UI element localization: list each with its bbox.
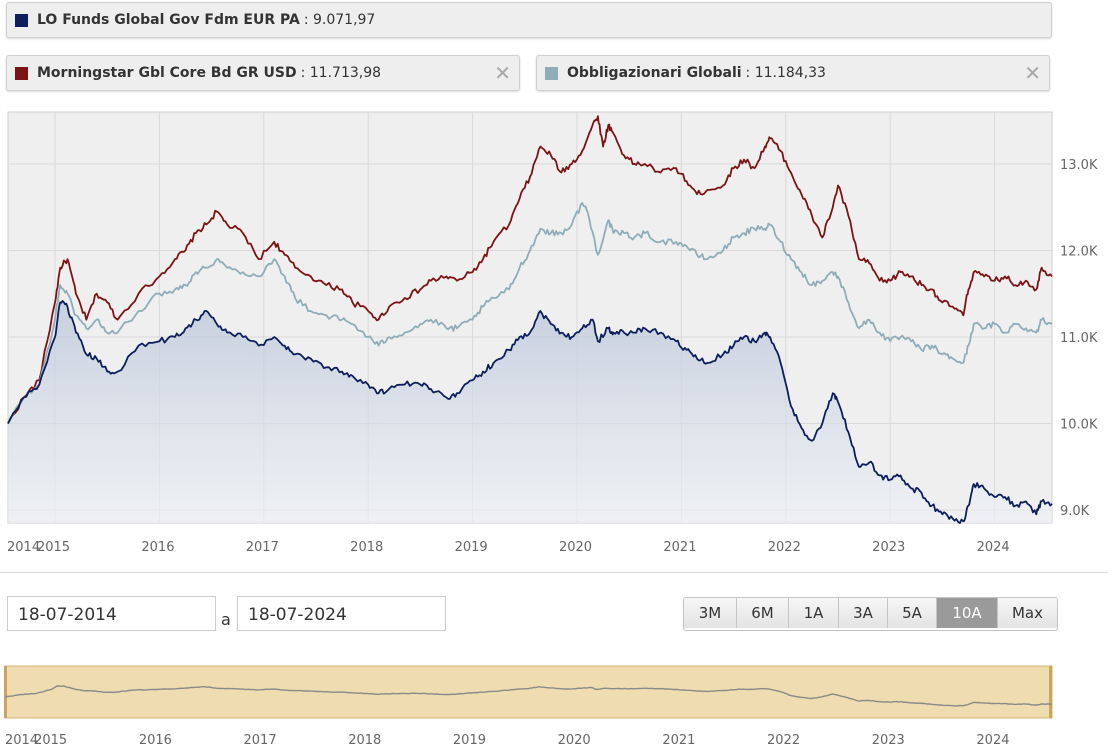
navigator-x-tick-label: 2018 (348, 733, 381, 748)
navigator-x-tick-label: 2024 (976, 733, 1009, 748)
y-tick-label: 11.0K (1060, 331, 1098, 346)
x-tick-label: 2024 (977, 540, 1010, 555)
navigator-x-tick-label: 2015 (34, 733, 67, 748)
y-tick-label: 12.0K (1060, 244, 1098, 259)
series-line-morningstar-gbl-core-bd-gr-usd (7, 115, 1053, 424)
x-tick-label: 2020 (559, 540, 592, 555)
series-line-obbligazionari-globali (7, 202, 1053, 424)
fund-area-fill (8, 301, 1052, 524)
x-tick-label: 2019 (455, 540, 488, 555)
date-separator: a (221, 610, 231, 629)
range-button-3m[interactable]: 3M (684, 598, 736, 628)
end-date-input[interactable]: 18-07-2024 (237, 596, 446, 631)
range-selector: 3M 6M 1A 3A 5A 10A Max (683, 597, 1058, 631)
x-tick-label: 2022 (768, 540, 801, 555)
x-tick-label: 2018 (350, 540, 383, 555)
divider (0, 572, 1108, 573)
navigator-x-tick-label: 2022 (767, 733, 800, 748)
legend-index[interactable]: Morningstar Gbl Core Bd GR USD: 11.713,9… (6, 55, 520, 91)
navigator-x-tick-label: 2017 (244, 733, 277, 748)
range-button-3a[interactable]: 3A (838, 598, 887, 628)
navigator-x-tick-label: 2020 (558, 733, 591, 748)
x-tick-label: 2023 (872, 540, 905, 555)
range-button-max[interactable]: Max (997, 598, 1057, 628)
x-tick-label: 2014 (7, 540, 40, 555)
index-name: Morningstar Gbl Core Bd GR USD (37, 65, 297, 81)
navigator-handle-right[interactable] (1049, 666, 1052, 718)
navigator-line-layer (4, 685, 1053, 707)
plot-background (7, 111, 1053, 524)
x-tick-label: 2015 (37, 540, 70, 555)
y-axis-labels: 9.0K 10.0K 11.0K 12.0K 13.0K (1060, 158, 1098, 519)
x-tick-label: 2021 (663, 540, 696, 555)
navigator-x-tick-label: 2014 (5, 733, 38, 748)
start-date-input[interactable]: 18-07-2014 (7, 596, 216, 631)
close-icon[interactable]: ✕ (494, 61, 511, 85)
range-button-5a[interactable]: 5A (887, 598, 936, 628)
fund-color-swatch (15, 14, 28, 27)
navigator-selection[interactable] (4, 665, 1053, 719)
grid-layer (8, 112, 1052, 523)
fund-name: LO Funds Global Gov Fdm EUR PA (37, 12, 300, 28)
y-tick-label: 13.0K (1060, 158, 1098, 173)
category-color-swatch (545, 67, 558, 80)
range-button-10a[interactable]: 10A (936, 598, 997, 628)
category-name: Obbligazionari Globali (567, 65, 742, 81)
close-icon[interactable]: ✕ (1024, 61, 1041, 85)
line-layer (7, 115, 1053, 525)
fund-value: : 9.071,97 (303, 12, 376, 28)
navigator-x-tick-label: 2016 (139, 733, 172, 748)
y-tick-label: 9.0K (1060, 504, 1090, 519)
x-tick-label: 2017 (246, 540, 279, 555)
y-tick-label: 10.0K (1060, 417, 1098, 432)
legend-fund[interactable]: LO Funds Global Gov Fdm EUR PA: 9.071,97 (6, 2, 1052, 38)
navigator-x-tick-label: 2023 (872, 733, 905, 748)
area-layer (8, 301, 1052, 524)
navigator-series-line (4, 685, 1053, 707)
index-color-swatch (15, 67, 28, 80)
x-tick-label: 2016 (141, 540, 174, 555)
range-button-1a[interactable]: 1A (788, 598, 838, 628)
range-button-6m[interactable]: 6M (736, 598, 788, 628)
category-value: : 11.184,33 (745, 65, 826, 81)
navigator-x-tick-label: 2021 (662, 733, 695, 748)
navigator-x-tick-label: 2019 (453, 733, 486, 748)
index-value: : 11.713,98 (300, 65, 382, 81)
legend-category[interactable]: Obbligazionari Globali: 11.184,33 ✕ (536, 55, 1050, 91)
navigator-handle-left[interactable] (4, 666, 7, 718)
series-line-lo-funds-global-gov-fdm-eur-pa (7, 300, 1053, 525)
